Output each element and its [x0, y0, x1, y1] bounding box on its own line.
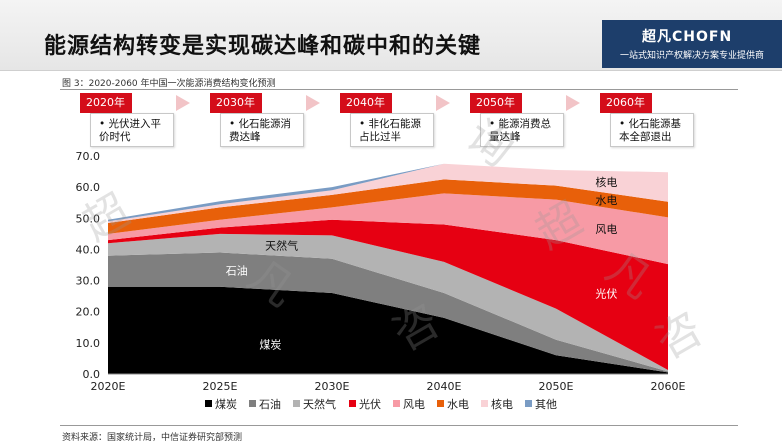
timeline-milestone-text: 能源消费总量达峰	[489, 118, 552, 143]
arrow-right-icon	[176, 95, 190, 111]
arrow-right-icon	[436, 95, 450, 111]
legend-label: 煤炭	[215, 398, 237, 411]
area-label: 核电	[595, 175, 617, 189]
y-tick-label: 20.0	[76, 306, 101, 319]
legend-swatch	[249, 400, 256, 407]
timeline-milestone-text: 化石能源基本全部退出	[619, 118, 682, 143]
timeline-milestone: • 化石能源基本全部退出	[610, 113, 694, 147]
brand-logo: 超凡CHOFN	[642, 29, 733, 45]
legend-label: 水电	[447, 398, 469, 411]
x-tick-label: 2030E	[315, 380, 350, 393]
y-tick-label: 0.0	[83, 368, 101, 381]
area-label: 光伏	[595, 287, 617, 301]
timeline-milestone: • 光伏进入平价时代	[90, 113, 174, 147]
legend-swatch	[525, 400, 532, 407]
caption-divider	[60, 89, 738, 90]
area-label: 风电	[595, 223, 617, 236]
area-series	[108, 193, 668, 265]
arrow-right-icon	[306, 95, 320, 111]
y-tick-label: 60.0	[76, 181, 101, 194]
bullet-icon: •	[489, 118, 499, 130]
area-label: 水电	[595, 194, 617, 207]
source-divider	[60, 425, 738, 426]
x-tick-label: 2025E	[203, 380, 238, 393]
area-series	[108, 286, 668, 374]
area-series	[108, 219, 668, 370]
brand-banner: 超凡CHOFN 一站式知识产权解决方案专业提供商	[602, 20, 782, 68]
timeline-year: 2060年	[600, 93, 652, 113]
legend-swatch	[349, 400, 356, 407]
timeline-year: 2020年	[80, 93, 132, 113]
area-series	[108, 252, 668, 373]
legend-label: 风电	[403, 398, 425, 411]
area-series	[108, 233, 668, 372]
legend-swatch	[293, 400, 300, 407]
y-tick-label: 40.0	[76, 243, 101, 256]
timeline-milestone-text: 非化石能源占比过半	[359, 118, 422, 143]
bullet-icon: •	[359, 118, 369, 130]
x-tick-label: 2040E	[427, 380, 462, 393]
bullet-icon: •	[229, 118, 239, 130]
legend-swatch	[481, 400, 488, 407]
timeline-milestone-text: 光伏进入平价时代	[99, 118, 162, 143]
x-tick-label: 2060E	[651, 380, 686, 393]
x-tick-label: 2020E	[91, 380, 126, 393]
legend-swatch	[205, 400, 212, 407]
bullet-icon: •	[619, 118, 629, 130]
slide-title: 能源结构转变是实现碳达峰和碳中和的关键	[44, 34, 482, 59]
timeline-milestone-text: 化石能源消费达峰	[229, 118, 292, 143]
legend-label: 石油	[259, 397, 281, 411]
arrow-right-icon	[566, 95, 580, 111]
figure-caption: 图 3：2020-2060 年中国一次能源消费结构变化预测	[62, 79, 276, 89]
y-tick-label: 70.0	[76, 150, 101, 163]
legend-label: 其他	[535, 398, 557, 411]
area-label: 煤炭	[259, 338, 281, 351]
timeline-milestone: • 化石能源消费达峰	[220, 113, 304, 147]
area-series	[108, 179, 668, 234]
legend-label: 核电	[491, 397, 513, 411]
timeline-year: 2050年	[470, 93, 522, 113]
brand-slogan: 一站式知识产权解决方案专业提供商	[620, 51, 765, 61]
y-tick-label: 30.0	[76, 275, 101, 288]
y-tick-label: 50.0	[76, 212, 101, 225]
legend-swatch	[437, 400, 444, 407]
area-label: 石油	[226, 264, 248, 278]
legend-swatch	[393, 400, 400, 407]
bullet-icon: •	[99, 118, 109, 130]
y-tick-label: 10.0	[76, 337, 101, 350]
area-series	[108, 163, 668, 223]
figure-source: 资料来源：国家统计局，中信证券研究部预测	[62, 433, 243, 443]
legend-label: 天然气	[303, 397, 336, 411]
legend-label: 光伏	[359, 397, 381, 411]
area-label: 天然气	[265, 238, 298, 252]
timeline-milestone: • 非化石能源占比过半	[350, 113, 434, 147]
x-tick-label: 2050E	[539, 380, 574, 393]
timeline-milestone: • 能源消费总量达峰	[480, 113, 564, 147]
